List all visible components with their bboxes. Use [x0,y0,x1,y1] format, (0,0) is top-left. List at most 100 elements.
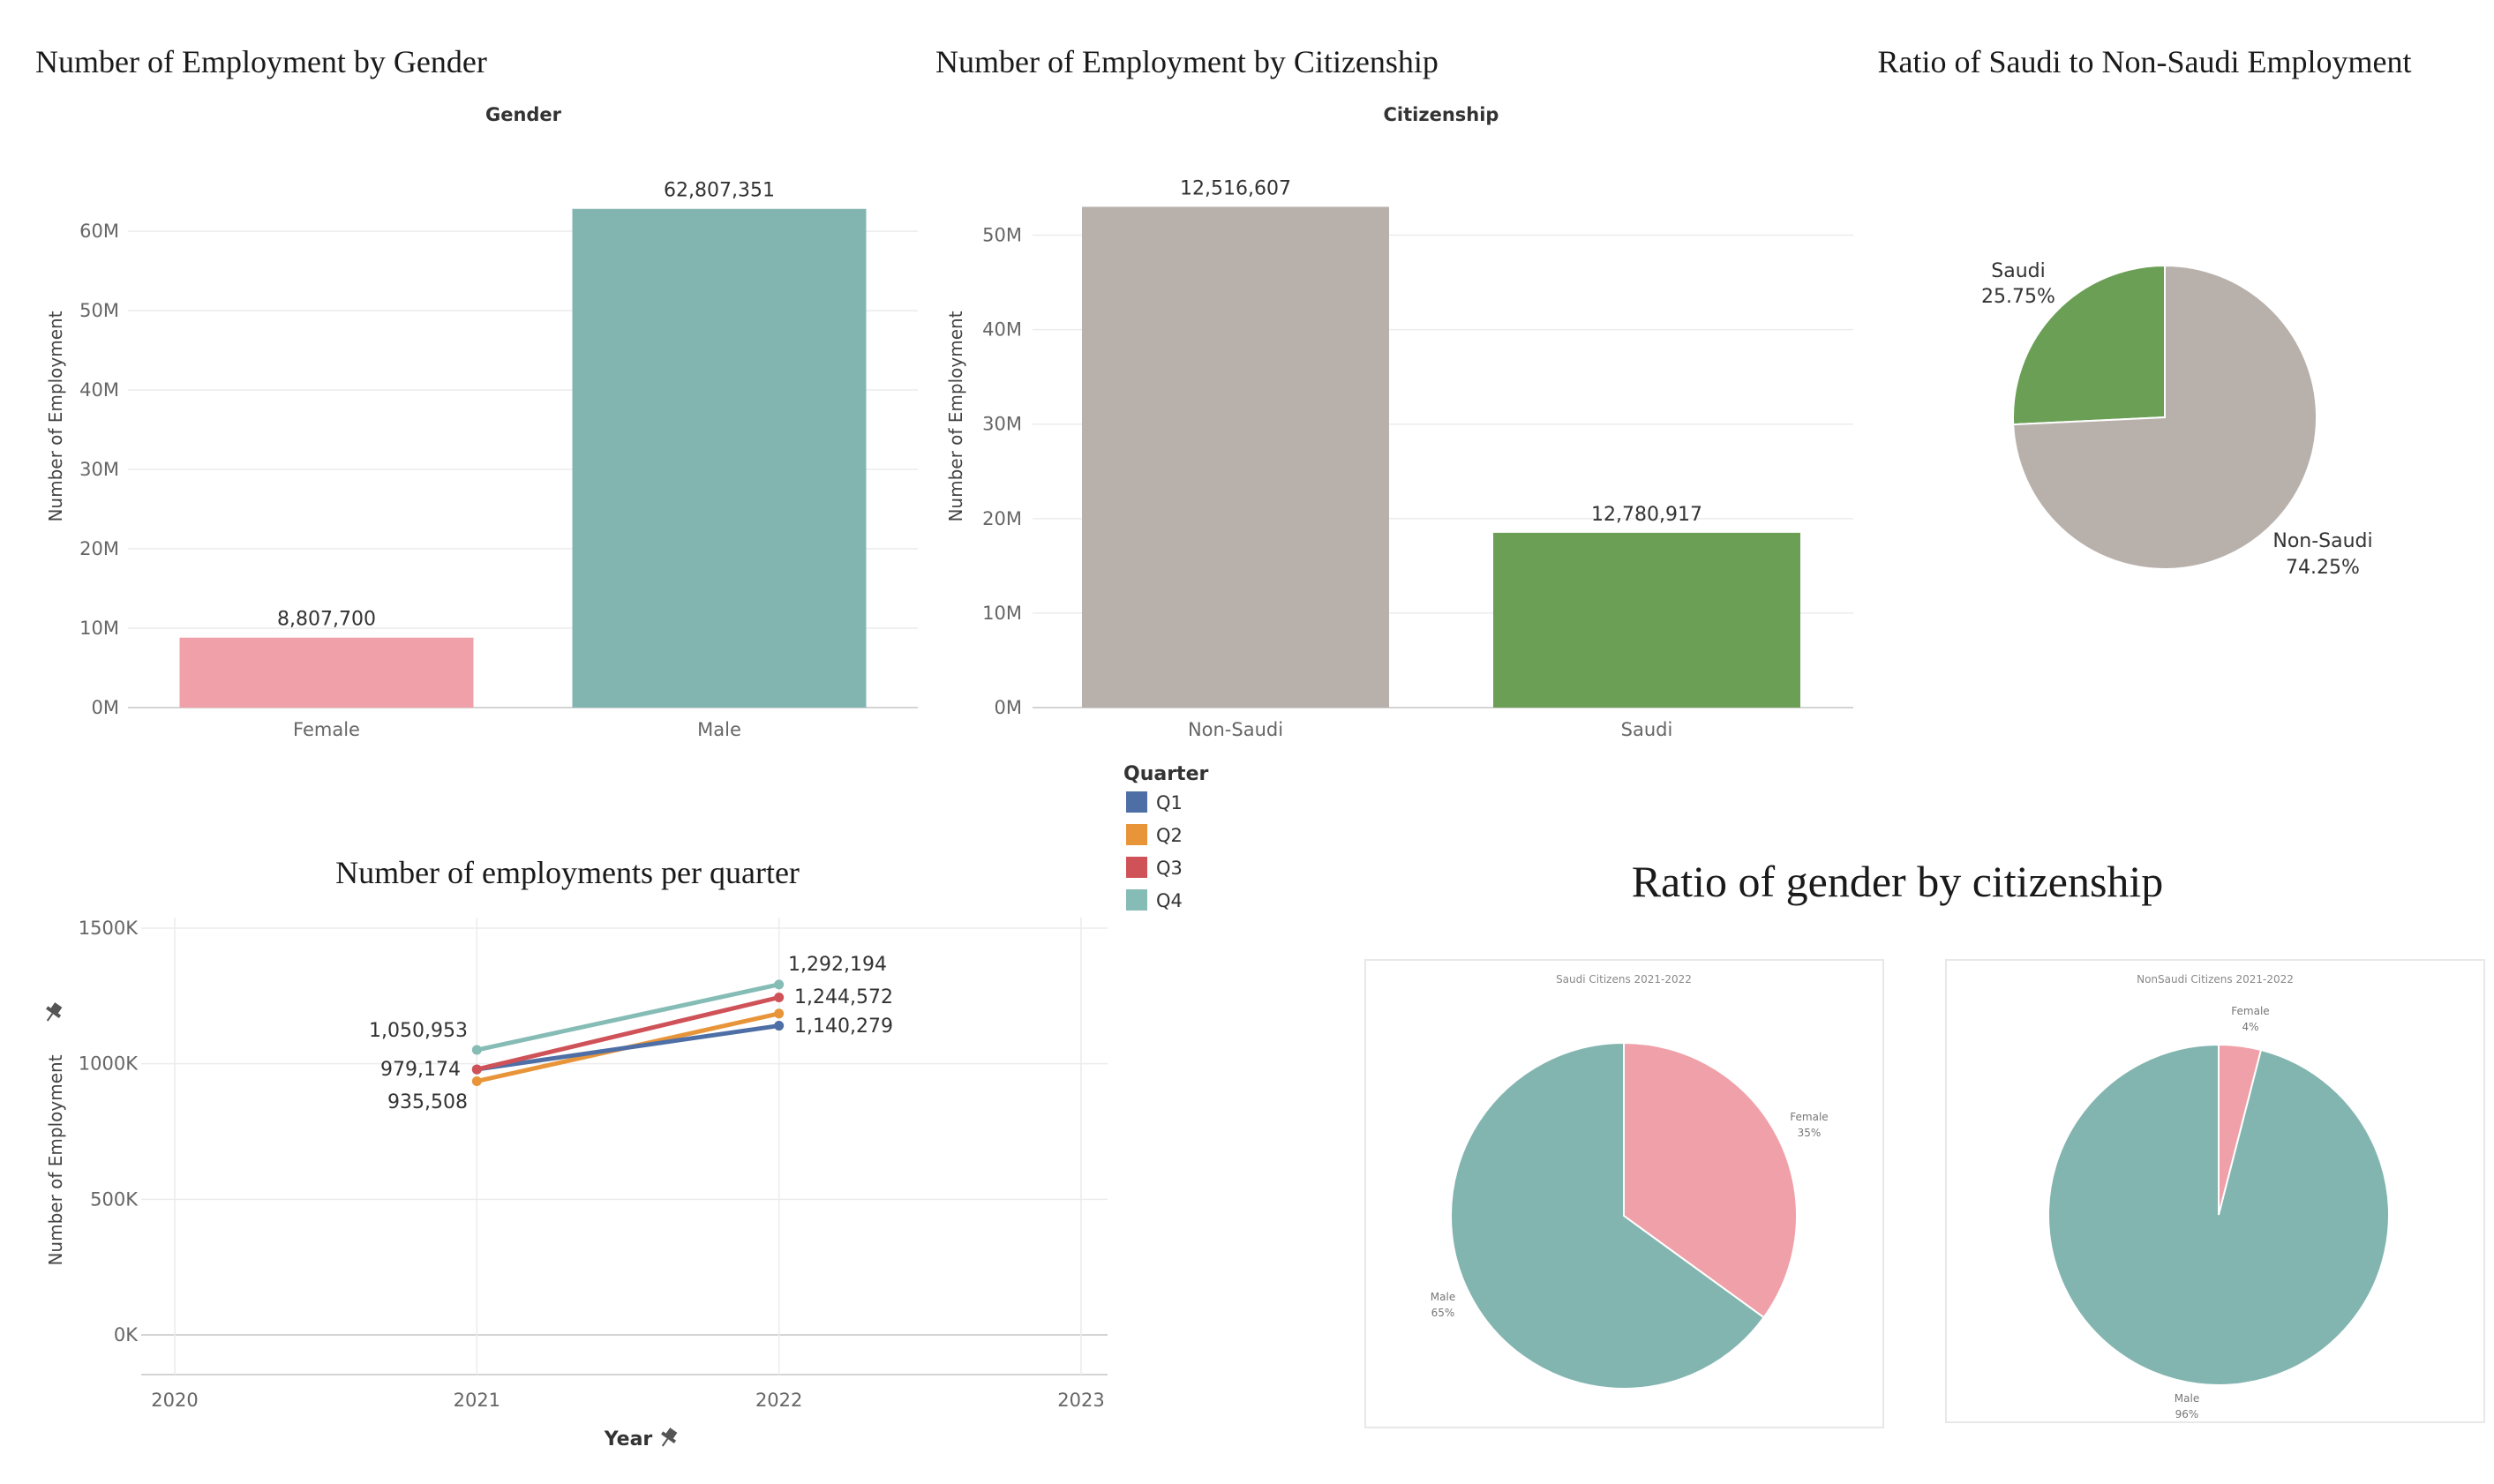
series-line-q3[interactable] [476,995,780,1072]
pie-pct-non-saudi: 74.25% [2286,557,2360,579]
legend-label-q3[interactable]: Q3 [1156,858,1183,879]
y-tick-label: 50M [79,300,119,321]
y-tick-label: 1000K [79,1053,139,1075]
legend-swatch-q3[interactable] [1126,857,1147,878]
gender-y-axis-label: Number of Employment [45,311,66,521]
gender-bar-chart: Number of Employment by Gender Gender Nu… [35,44,918,740]
bar-saudi-value-label: 12,780,917 [1591,504,1702,526]
bar-female-value-label: 8,807,700 [277,609,376,631]
gender-by-citizenship-pies: Ratio of gender by citizenship Saudi Cit… [1364,857,2485,1428]
y-tick-label: 20M [79,538,119,559]
y-tick-label: 20M [982,508,1022,529]
citizenship-header: Citizenship [1384,104,1499,125]
point-q4[interactable] [471,1045,482,1055]
saudi-female-label: Female [1790,1111,1828,1123]
bar-male-value-label: 62,807,351 [664,180,775,202]
point-q1[interactable] [774,1021,785,1031]
pie-slice-saudi[interactable] [2012,264,2166,426]
legend-swatch-q2[interactable] [1126,824,1147,845]
quarterly-line-chart: Number of employments per quarter Number… [41,855,1108,1450]
bar-female[interactable] [179,637,474,708]
y-tick-label: 0M [92,697,119,718]
quarter-y-axis-label: Number of Employment [45,1054,66,1265]
pie-pct-saudi: 25.75% [1981,286,2055,308]
non-saudi-citizens-pie-subtitle: NonSaudi Citizens 2021-2022 [2137,973,2294,986]
category-label-female: Female [293,719,360,740]
x-tick-label: 2021 [454,1390,500,1411]
pin-icon[interactable] [656,1426,680,1450]
legend-swatch-q4[interactable] [1126,889,1147,911]
pie-slice-saudi-female[interactable] [1623,1041,1798,1319]
quarter-chart-title: Number of employments per quarter [335,855,800,890]
quarter-series-lines [471,979,785,1086]
legend-label-q1[interactable]: Q1 [1156,792,1183,813]
point-q4[interactable] [774,979,785,990]
saudi-ratio-pie-chart: Ratio of Saudi to Non-Saudi Employment S… [1878,44,2412,579]
y-tick-label: 10M [79,618,119,639]
bar-non-saudi-value-label: 12,516,607 [1180,177,1291,199]
citizenship-bar-chart: Number of Employment by Citizenship Citi… [935,44,1853,740]
quarter-x-ticks: 2020 2021 2022 2023 [151,1390,1104,1411]
quarter-y-ticks: 0K 500K 1000K 1500K [79,918,139,1345]
y-tick-label: 10M [982,603,1022,624]
series-line-q1[interactable] [476,1023,780,1072]
y-tick-label: 1500K [79,918,139,939]
legend-swatch-q1[interactable] [1126,791,1147,813]
y-tick-label: 0M [995,697,1022,718]
quarter-legend: Quarter Q1 Q2 Q3 Q4 [1123,763,1208,911]
point-q2[interactable] [471,1076,482,1086]
non-saudi-male-label: Male [2175,1392,2199,1405]
quarter-gridlines [141,918,1108,1375]
y-tick-label: 40M [982,319,1022,341]
quarter-x-axis-label: Year [604,1428,653,1450]
bar-non-saudi[interactable] [1082,206,1389,708]
x-tick-label: 2020 [151,1390,198,1411]
pie-slice-saudi-male[interactable] [1450,1041,1765,1390]
category-label-saudi: Saudi [1621,719,1673,740]
pie-slice-non-saudi-male[interactable] [2047,1043,2391,1386]
point-label-q4-2022: 1,292,194 [788,954,887,976]
legend-label-q4[interactable]: Q4 [1156,890,1183,911]
bar-saudi[interactable] [1493,532,1800,708]
pin-icon[interactable] [41,1001,64,1025]
citizenship-y-ticks: 0M 10M 20M 30M 40M 50M [982,225,1022,718]
non-saudi-female-pct: 4% [2242,1021,2258,1033]
point-q3[interactable] [471,1064,482,1075]
legend-label-q2[interactable]: Q2 [1156,825,1183,846]
y-tick-label: 500K [90,1188,139,1210]
x-tick-label: 2023 [1057,1390,1104,1411]
x-tick-label: 2022 [755,1390,802,1411]
y-tick-label: 30M [79,459,119,480]
point-label-q1-2022: 1,140,279 [794,1016,893,1038]
series-line-q4[interactable] [476,982,780,1053]
point-q2[interactable] [774,1008,785,1019]
saudi-male-label: Male [1431,1291,1455,1303]
saudi-female-pct: 35% [1798,1127,1822,1139]
point-label-q4-2021: 1,050,953 [369,1020,468,1042]
non-saudi-male-pct: 96% [2175,1408,2199,1420]
point-label-q2-2021: 935,508 [387,1091,468,1113]
saudi-ratio-title: Ratio of Saudi to Non-Saudi Employment [1878,44,2412,79]
bar-male[interactable] [572,208,867,708]
category-label-male: Male [697,719,741,740]
y-tick-label: 0K [114,1324,139,1345]
gender-citizenship-title: Ratio of gender by citizenship [1632,857,2164,906]
point-label-q1-2021: 979,174 [380,1059,461,1081]
legend-title: Quarter [1123,763,1208,785]
pie-label-non-saudi: Non-Saudi [2272,530,2372,552]
point-label-q3-2022: 1,244,572 [794,986,893,1008]
citizenship-y-axis-label: Number of Employment [945,311,966,521]
saudi-male-pct: 65% [1431,1307,1455,1319]
gender-y-ticks: 0M 10M 20M 30M 40M 50M 60M [79,221,119,718]
pie-slice-non-saudi[interactable] [2012,264,2317,570]
y-tick-label: 50M [982,225,1022,246]
saudi-citizens-pie-subtitle: Saudi Citizens 2021-2022 [1556,973,1692,986]
category-label-non-saudi: Non-Saudi [1188,719,1283,740]
gender-chart-title: Number of Employment by Gender [35,44,487,79]
pie-label-saudi: Saudi [1991,260,2045,282]
citizenship-chart-title: Number of Employment by Citizenship [935,44,1439,79]
y-tick-label: 30M [982,414,1022,435]
y-tick-label: 40M [79,379,119,401]
point-q3[interactable] [774,993,785,1003]
